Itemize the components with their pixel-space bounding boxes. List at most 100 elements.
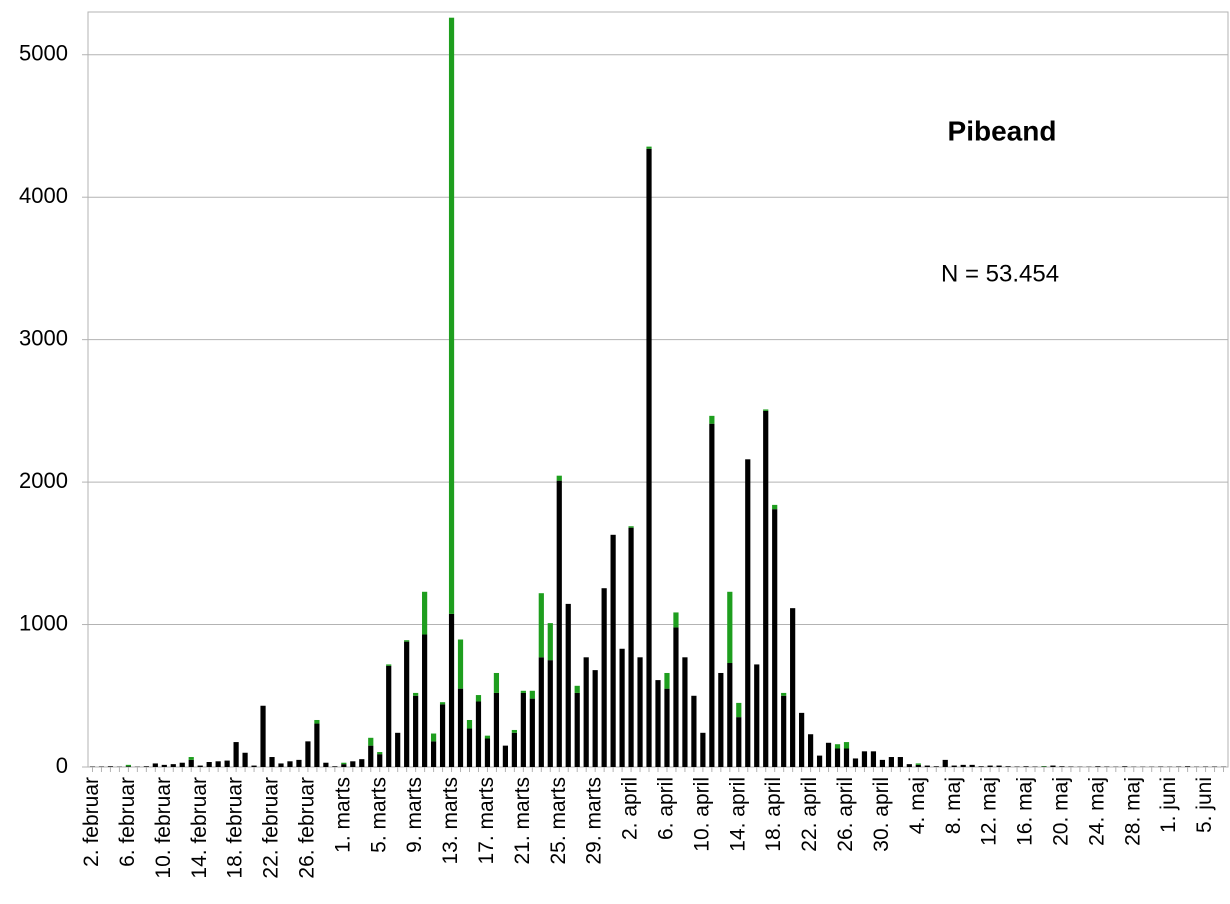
bar-segment	[368, 745, 374, 767]
bar-segment	[700, 732, 706, 767]
bar-segment	[915, 764, 921, 767]
bar-segment	[807, 734, 814, 767]
bar-segment	[314, 723, 320, 767]
x-tick-label: 16. maj	[1014, 777, 1037, 846]
bar-segment	[386, 664, 392, 666]
bar-segment	[772, 509, 778, 767]
bar-segment	[224, 760, 230, 767]
x-tick-label: 6. februar	[116, 777, 139, 867]
bar-segment	[888, 757, 894, 767]
bar-segment	[870, 751, 877, 767]
x-tick-label: 14. april	[726, 777, 749, 852]
bar-segment	[386, 665, 392, 767]
bar-segment	[125, 764, 131, 767]
x-tick-label: 26. april	[834, 777, 857, 852]
bar-segment	[511, 732, 517, 767]
bar-segment	[529, 690, 535, 699]
bar-segment	[269, 757, 275, 767]
bar-segment	[951, 765, 957, 767]
x-tick-label: 5. marts	[367, 777, 390, 853]
bar-segment	[251, 765, 257, 767]
bar-segment	[628, 526, 634, 528]
bar-segment	[511, 729, 517, 733]
bar-segment	[341, 762, 347, 765]
bar-segment	[161, 764, 167, 767]
bar-segment	[422, 634, 428, 767]
bar-segment	[897, 757, 903, 767]
x-tick-label: 21. marts	[511, 777, 534, 865]
x-tick-label: 1. juni	[1157, 777, 1180, 833]
bar-segment	[296, 759, 302, 767]
x-tick-label: 1. marts	[331, 777, 354, 853]
bar-segment	[736, 717, 742, 767]
bar-segment	[736, 702, 742, 718]
bar-segment	[879, 759, 886, 767]
bar-segment	[152, 763, 158, 767]
bar-segment	[1005, 766, 1011, 767]
bar-segment	[413, 695, 419, 767]
bar-segment	[188, 759, 194, 767]
bar-segment	[475, 695, 482, 702]
bar-segment	[439, 704, 446, 767]
x-tick-label: 14. februar	[188, 777, 211, 879]
x-tick-label: 12. maj	[978, 777, 1001, 846]
bar-segment	[996, 765, 1002, 767]
bar-segment	[574, 685, 580, 693]
bar-segment	[493, 672, 500, 693]
bar-segment	[843, 748, 850, 767]
bar-segment	[1050, 765, 1056, 767]
bar-segment	[529, 698, 535, 767]
bar-segment	[709, 423, 715, 767]
x-tick-label: 2. februar	[80, 777, 103, 867]
x-tick-label: 6. april	[655, 777, 678, 840]
bar-segment	[646, 146, 652, 149]
bar-segment	[457, 639, 464, 689]
bar-segment	[448, 613, 455, 767]
bar-segment	[843, 742, 850, 749]
bar-segment	[422, 591, 428, 635]
x-tick-label: 4. maj	[906, 777, 929, 834]
bar-segment	[673, 627, 679, 767]
bar-segment	[772, 504, 778, 510]
bar-segment	[574, 692, 580, 767]
x-tick-label: 24. maj	[1085, 777, 1108, 846]
bar-segment	[233, 742, 239, 767]
bar-segment	[287, 761, 293, 767]
bar-segment	[359, 759, 365, 767]
bar-segment	[404, 640, 410, 642]
bar-segment	[682, 657, 688, 767]
bar-segment	[538, 593, 544, 658]
bar-segment	[565, 603, 571, 767]
bar-segment	[834, 748, 841, 767]
chart-title: Pibeand	[948, 115, 1057, 146]
bar-segment	[691, 695, 697, 767]
bar-segment	[852, 758, 859, 767]
bar-segment	[502, 745, 509, 767]
bar-segment	[790, 608, 796, 767]
bar-segment	[556, 480, 562, 767]
bar-segment	[583, 657, 589, 767]
bar-segment	[592, 670, 598, 767]
bar-segment	[413, 692, 419, 696]
bar-segment	[960, 764, 966, 767]
y-tick-label: 4000	[19, 183, 68, 208]
bar-segment	[969, 764, 975, 767]
bar-segment	[1095, 766, 1101, 767]
x-tick-label: 20. maj	[1049, 777, 1072, 846]
x-tick-label: 29. marts	[583, 777, 606, 865]
bar-segment	[727, 663, 733, 767]
bar-segment	[601, 588, 607, 767]
bar-segment	[395, 732, 401, 767]
bar-segment	[430, 741, 437, 767]
x-tick-label: 10. februar	[152, 777, 175, 879]
x-tick-label: 28. maj	[1121, 777, 1144, 846]
bar-segment	[834, 744, 841, 749]
bar-segment	[242, 752, 248, 767]
bar-segment	[646, 148, 652, 768]
bar-segment	[107, 766, 114, 767]
bar-segment	[484, 735, 491, 739]
bar-segment	[664, 672, 670, 689]
x-tick-label: 25. marts	[547, 777, 570, 865]
bar-segment	[314, 719, 320, 724]
